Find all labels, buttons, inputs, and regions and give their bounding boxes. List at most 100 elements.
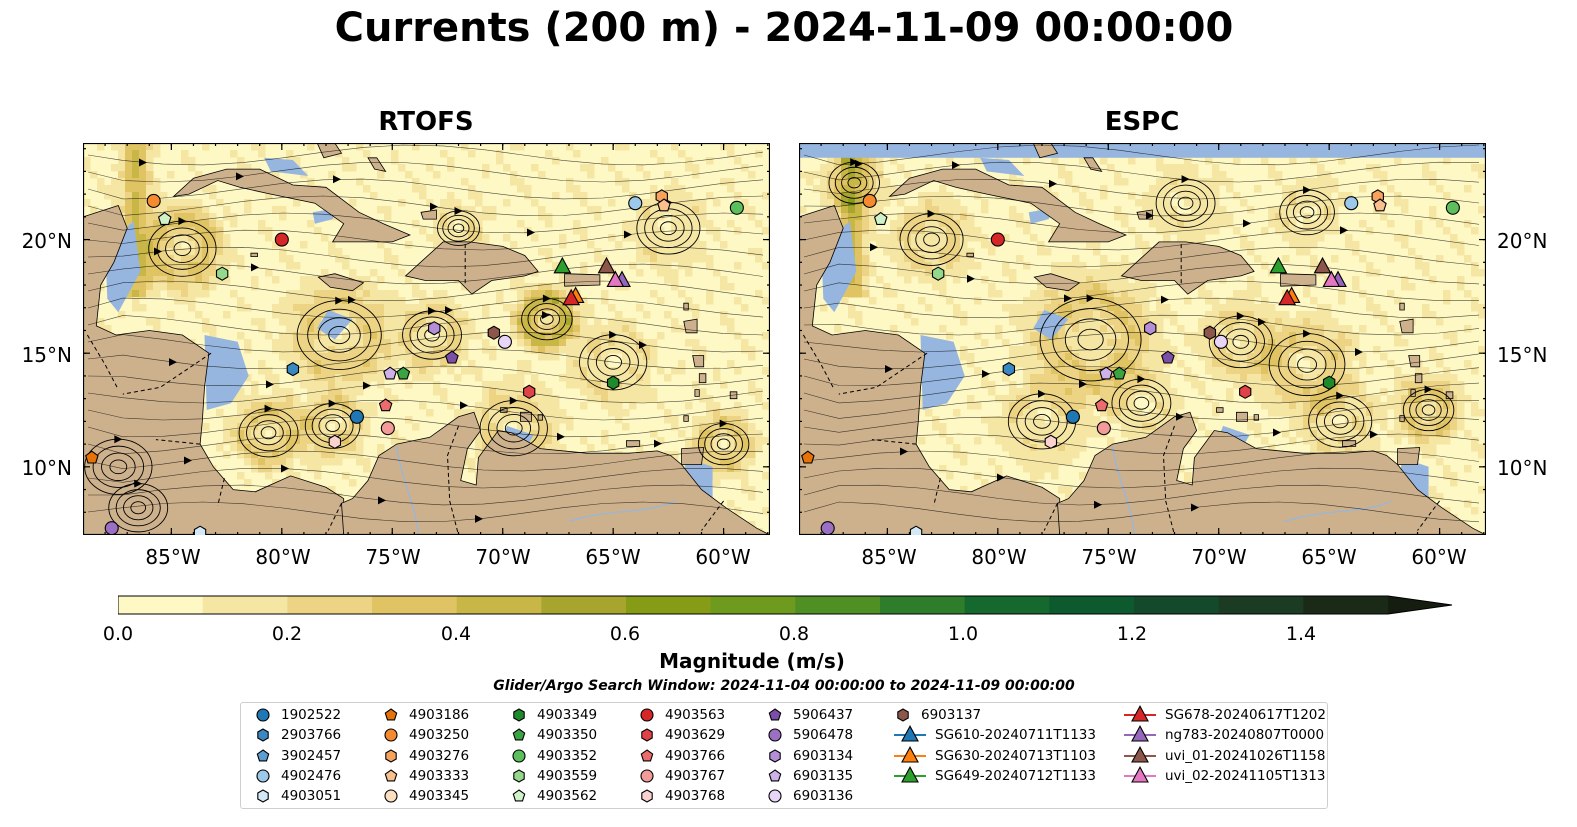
glider-marker (1322, 270, 1341, 288)
legend-label: 4902476 (281, 767, 342, 784)
argo-float-marker (193, 525, 207, 535)
lon-tick-label: 70°W (1191, 545, 1247, 569)
legend-marker-icon (1124, 765, 1156, 783)
legend-marker-icon (768, 789, 782, 803)
legend-marker-icon (513, 708, 525, 722)
legend-symbol (384, 708, 398, 721)
colorbar-tick-label: 0.4 (440, 623, 472, 645)
argo-float-marker (523, 384, 536, 399)
legend-symbol (768, 728, 782, 742)
glider-marker (1269, 256, 1288, 274)
legend-marker-icon (1124, 745, 1156, 763)
legend-item: 4903051 (253, 786, 341, 806)
legend-item: SG649-20240712T1133 (893, 765, 1096, 786)
argo-float-marker (1094, 398, 1109, 412)
legend-label: uvi_01-20241026T1158 (1165, 747, 1326, 764)
legend-label: 4903562 (537, 788, 598, 805)
legend-marker-icon (769, 748, 781, 763)
legend-item: 4903559 (509, 766, 597, 786)
lat-tick-label: 20°N (21, 229, 72, 253)
legend-item: 6903136 (765, 786, 853, 806)
argo-float-marker (349, 409, 364, 424)
legend: 1902522 2903766 3902457 4902476 4903051 49031… (240, 702, 1328, 809)
argo-float-marker (378, 398, 393, 412)
panel-title-espc: ESPC (1104, 107, 1180, 137)
legend-item: 6903134 (765, 746, 853, 766)
legend-marker-icon (256, 769, 270, 783)
colorbar-extend (1388, 596, 1452, 614)
legend-label: SG610-20240711T1133 (935, 727, 1096, 744)
legend-label: 1902522 (281, 707, 342, 723)
legend-symbol (768, 789, 782, 803)
map-rtofs[interactable] (83, 143, 770, 535)
argo-float-marker (497, 334, 512, 349)
legend-item: 4903768 (637, 786, 725, 806)
legend-symbol (512, 728, 526, 741)
colorbar-tick-label: 0.6 (609, 623, 641, 645)
argo-float-marker (286, 361, 300, 377)
colorbar-tick-label: 1.2 (1116, 623, 1148, 645)
legend-marker-icon (640, 769, 654, 783)
legend-label: 6903135 (793, 767, 854, 784)
colorbar-segment (1303, 596, 1389, 614)
figure-title: Currents (200 m) - 2024-11-09 00:00:00 (334, 5, 1234, 51)
legend-symbol (384, 789, 398, 803)
legend-item: 4903345 (381, 786, 469, 806)
map-panel-rtofs[interactable] (83, 143, 770, 535)
legend-marker-icon (768, 728, 782, 742)
legend-label: 6903137 (921, 707, 982, 723)
colorbar (118, 595, 1453, 615)
lon-tick-label: 65°W (585, 545, 641, 569)
argo-float-marker (1213, 334, 1228, 349)
argo-float-marker (1445, 200, 1460, 215)
argo-float-marker (931, 266, 945, 281)
legend-label: 4903559 (537, 767, 598, 784)
legend-marker-icon (256, 708, 270, 722)
legend-label: 2903766 (281, 727, 342, 744)
map-panel-espc[interactable] (799, 143, 1486, 535)
legend-marker-icon (641, 728, 653, 742)
legend-item: 4903349 (509, 705, 597, 725)
legend-symbol (640, 769, 654, 783)
legend-marker-icon (640, 708, 654, 722)
colorbar-segment (372, 596, 458, 614)
argo-float-marker (729, 200, 744, 215)
colorbar-segment (880, 596, 966, 614)
legend-marker-icon (257, 728, 269, 742)
legend-marker-icon (513, 769, 525, 783)
argo-float-marker (990, 232, 1005, 247)
legend-label: 4903333 (409, 767, 470, 784)
legend-label: 6903134 (793, 747, 854, 764)
lon-tick-label: 70°W (475, 545, 531, 569)
lon-tick-label: 75°W (1081, 545, 1137, 569)
legend-label: 4903629 (665, 727, 726, 744)
lon-tick-label: 80°W (255, 545, 311, 569)
legend-marker-icon (257, 789, 269, 803)
argo-float-marker (104, 521, 119, 535)
legend-symbol (257, 789, 269, 803)
legend-item: uvi_02-20241105T1313 (1123, 765, 1325, 786)
colorbar-tick-label: 0.0 (102, 623, 134, 645)
argo-float-marker (85, 450, 99, 464)
argo-float-marker (157, 211, 172, 225)
legend-symbol (640, 708, 654, 722)
legend-item: 4903333 (381, 766, 469, 786)
argo-float-marker (1203, 325, 1217, 340)
legend-symbol (640, 748, 654, 762)
colorbar-segment (626, 596, 712, 614)
legend-item: 4903352 (509, 746, 597, 766)
colorbar-segment (1134, 596, 1220, 614)
glider-marker (1278, 288, 1297, 306)
lat-tick-label: 10°N (21, 456, 72, 480)
colorbar-segment (1049, 596, 1135, 614)
legend-marker-icon (512, 749, 526, 763)
legend-marker-icon (768, 769, 782, 782)
argo-float-marker (146, 193, 161, 208)
map-espc[interactable] (799, 143, 1486, 535)
lon-tick-label: 65°W (1301, 545, 1357, 569)
legend-item: 5906437 (765, 705, 853, 725)
lon-tick-label: 75°W (365, 545, 421, 569)
colorbar-segment (202, 596, 288, 614)
legend-label: 3902457 (281, 747, 342, 764)
legend-symbol (1131, 705, 1149, 722)
